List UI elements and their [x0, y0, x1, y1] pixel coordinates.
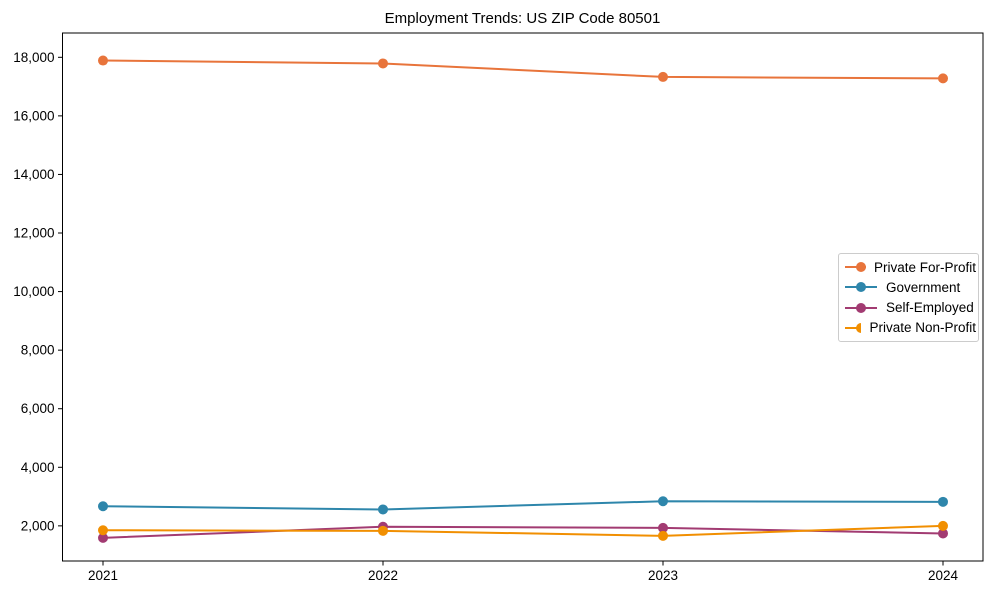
- plot-border: [62, 32, 984, 562]
- y-tick-label: 16,000: [13, 108, 54, 123]
- data-point: [938, 496, 948, 507]
- legend-marker-icon: [845, 262, 866, 273]
- data-point: [938, 520, 948, 531]
- data-point: [98, 532, 108, 543]
- series-line-private-non-profit: [102, 524, 944, 537]
- x-tick-label: 2023: [648, 568, 678, 583]
- y-tick-label: 12,000: [13, 226, 54, 241]
- y-tick-label: 4,000: [21, 460, 55, 475]
- legend-box: Private For-Profit Government Self-Employe…: [838, 253, 979, 342]
- y-tick-label: 14,000: [13, 167, 54, 182]
- data-point: [938, 528, 948, 539]
- series-line-private-for-profit: [102, 59, 944, 80]
- legend-item: Self-Employed: [844, 298, 976, 318]
- data-point: [658, 71, 668, 82]
- data-point: [378, 58, 388, 69]
- data-point: [938, 73, 948, 84]
- y-tick-label: 18,000: [13, 50, 54, 65]
- data-point: [98, 525, 108, 536]
- data-point: [98, 501, 108, 512]
- data-point: [378, 525, 388, 536]
- chart-title: Employment Trends: US ZIP Code 80501: [384, 10, 661, 27]
- x-tick-label: 2024: [928, 568, 959, 583]
- y-tick-label: 10,000: [13, 284, 54, 299]
- legend-marker-icon: [845, 302, 877, 313]
- legend-label: Self-Employed: [886, 300, 974, 316]
- data-point: [658, 530, 668, 541]
- data-point: [98, 55, 108, 66]
- legend-label: Government: [886, 279, 961, 295]
- legend-item: Private Non-Profit: [844, 318, 976, 338]
- data-point: [378, 504, 388, 515]
- x-tick-label: 2021: [88, 568, 118, 583]
- series-line-government: [102, 500, 944, 511]
- data-point: [658, 496, 668, 507]
- legend-label: Private For-Profit: [873, 259, 976, 275]
- series-line-self-employed: [102, 525, 944, 539]
- legend-item: Government: [844, 277, 976, 297]
- y-tick-label: 6,000: [21, 401, 55, 416]
- y-tick-label: 2,000: [21, 518, 55, 533]
- legend-marker-icon: [845, 282, 877, 293]
- y-tick-label: 8,000: [21, 343, 55, 358]
- x-tick-label: 2022: [368, 568, 398, 583]
- data-point: [658, 522, 668, 533]
- legend-label: Private Non-Profit: [869, 320, 976, 336]
- legend-marker-icon: [845, 322, 862, 333]
- legend-item: Private For-Profit: [844, 257, 976, 277]
